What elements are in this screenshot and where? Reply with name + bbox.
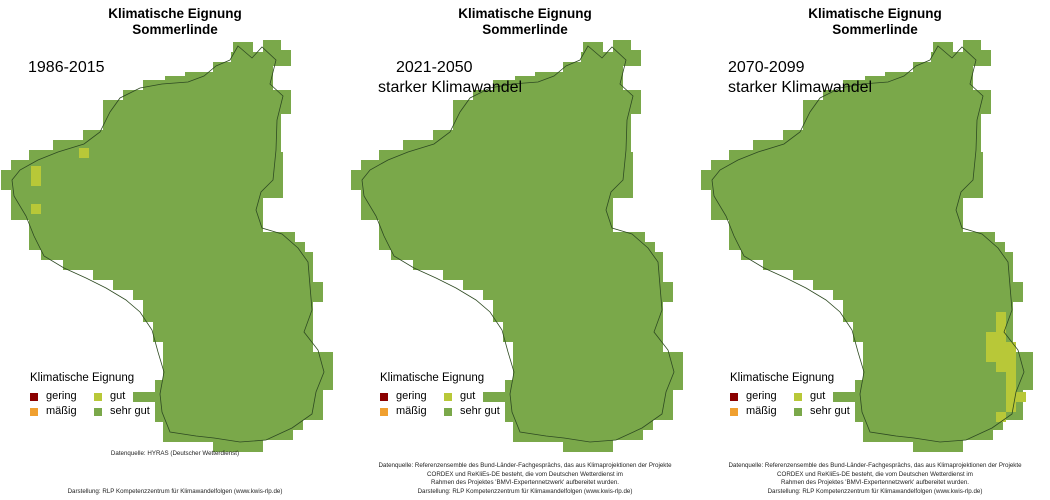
legend-swatch <box>30 407 38 416</box>
legend-swatch <box>94 407 102 416</box>
legend-items: gering gut mäßig sehr gut <box>380 390 534 418</box>
map-panel-2070-2099: Klimatische Eignung Sommerlinde 2070-209… <box>700 0 1050 500</box>
legend-item-sehr-gut: sehr gut <box>444 405 534 418</box>
period-line-2: starker Klimawandel <box>378 79 523 96</box>
period-line-1: 2021-2050 <box>396 59 473 76</box>
legend-swatch <box>730 407 738 416</box>
cell-gut <box>986 332 996 342</box>
period-line-1: 1986-2015 <box>28 59 105 76</box>
cell-gut <box>996 322 1006 332</box>
legend-title: Klimatische Eignung <box>380 372 485 384</box>
cell-gut <box>1006 342 1016 352</box>
legend-swatch <box>94 392 102 401</box>
legend-swatch <box>444 407 452 416</box>
legend-swatch <box>794 392 802 401</box>
legend-swatch <box>730 392 738 401</box>
suitability-cells <box>986 312 1026 422</box>
legend-item-gut: gut <box>94 390 184 403</box>
region-fill <box>1 40 333 452</box>
legend-item-maessig: mäßig <box>380 405 444 418</box>
title-line-2: Sommerlinde <box>832 22 918 37</box>
period-label: 1986-2015 <box>28 58 105 78</box>
cell-gut <box>996 312 1006 322</box>
data-source: Datenquelle: Referenzensemble des Bund-L… <box>378 462 672 487</box>
legend-title: Klimatische Eignung <box>30 372 135 384</box>
cell-gut <box>1006 362 1016 372</box>
cell-gut <box>79 148 89 158</box>
legend-item-gut: gut <box>794 390 884 403</box>
cell-gut <box>1006 382 1016 392</box>
legend-item-gering: gering <box>30 390 94 403</box>
legend-swatch <box>794 407 802 416</box>
cell-gut <box>1006 392 1016 402</box>
title-line-2: Sommerlinde <box>482 22 568 37</box>
legend: Klimatische Eignung gering gut mäßig seh… <box>730 372 884 418</box>
cell-gut <box>996 342 1006 352</box>
credit-line: Darstellung: RLP Kompetenzzentrum für Kl… <box>767 488 983 495</box>
legend-item-gering: gering <box>380 390 444 403</box>
legend-item-maessig: mäßig <box>30 405 94 418</box>
cell-gut <box>996 362 1006 372</box>
suitability-map <box>351 40 683 452</box>
legend-item-maessig: mäßig <box>730 405 794 418</box>
period-line-1: 2070-2099 <box>728 59 805 76</box>
legend: Klimatische Eignung gering gut mäßig seh… <box>30 372 184 418</box>
cell-gut <box>31 166 41 176</box>
legend-item-sehr-gut: sehr gut <box>794 405 884 418</box>
region-border <box>11 45 325 443</box>
data-source: Datenquelle: HYRAS (Deutscher Wetterdien… <box>110 450 240 457</box>
credit-line: Darstellung: RLP Kompetenzzentrum für Kl… <box>67 488 283 495</box>
legend-swatch <box>30 392 38 401</box>
cell-gut <box>31 176 41 186</box>
legend-items: gering gut mäßig sehr gut <box>730 390 884 418</box>
cell-gut <box>1016 392 1026 402</box>
suitability-cells <box>31 148 89 214</box>
legend-item-gut: gut <box>444 390 534 403</box>
title-line-1: Klimatische Eignung <box>108 6 242 21</box>
cell-gut <box>996 412 1006 422</box>
cell-gut <box>996 352 1006 362</box>
legend-items: gering gut mäßig sehr gut <box>30 390 184 418</box>
cell-gut <box>1006 372 1016 382</box>
legend-item-sehr-gut: sehr gut <box>94 405 184 418</box>
legend-swatch <box>380 392 388 401</box>
cell-gut <box>1006 402 1016 412</box>
legend-swatch <box>444 392 452 401</box>
region-fill <box>351 40 683 452</box>
cell-gut <box>31 204 41 214</box>
legend-title: Klimatische Eignung <box>730 372 835 384</box>
legend-item-gering: gering <box>730 390 794 403</box>
period-label: 2070-2099 starker Klimawandel <box>728 58 872 98</box>
title-line-2: Sommerlinde <box>132 22 218 37</box>
region-border <box>711 45 1025 443</box>
map-title: Klimatische Eignung Sommerlinde <box>0 6 350 38</box>
map-title: Klimatische Eignung Sommerlinde <box>350 6 700 38</box>
cell-gut <box>996 332 1006 342</box>
map-panel-1986-2015: Klimatische Eignung Sommerlinde 1986-201… <box>0 0 350 500</box>
region-border <box>361 45 675 443</box>
period-line-2: starker Klimawandel <box>728 79 873 96</box>
region-fill <box>701 40 1033 452</box>
credit-line: Darstellung: RLP Kompetenzzentrum für Kl… <box>417 488 633 495</box>
legend-swatch <box>380 407 388 416</box>
suitability-map <box>701 40 1033 452</box>
map-panel-2021-2050: Klimatische Eignung Sommerlinde 2021-205… <box>350 0 700 500</box>
period-label: 2021-2050 starker Klimawandel <box>378 58 522 98</box>
title-line-1: Klimatische Eignung <box>808 6 942 21</box>
map-title: Klimatische Eignung Sommerlinde <box>700 6 1050 38</box>
suitability-map <box>1 40 333 452</box>
cell-gut <box>986 342 996 352</box>
data-source: Datenquelle: Referenzensemble des Bund-L… <box>728 462 1022 487</box>
cell-gut <box>1006 352 1016 362</box>
legend: Klimatische Eignung gering gut mäßig seh… <box>380 372 534 418</box>
title-line-1: Klimatische Eignung <box>458 6 592 21</box>
cell-gut <box>986 352 996 362</box>
